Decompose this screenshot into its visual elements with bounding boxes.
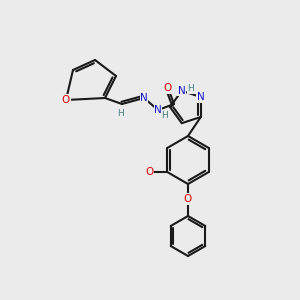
Text: N: N xyxy=(178,86,186,96)
Text: H: H xyxy=(118,109,124,118)
Text: H: H xyxy=(188,84,194,93)
Text: O: O xyxy=(145,167,153,177)
Text: O: O xyxy=(164,83,172,93)
Text: O: O xyxy=(184,194,192,204)
Text: N: N xyxy=(197,92,205,102)
Text: N: N xyxy=(154,105,162,115)
Text: N: N xyxy=(140,93,148,103)
Text: H: H xyxy=(162,112,168,121)
Text: O: O xyxy=(62,95,70,105)
